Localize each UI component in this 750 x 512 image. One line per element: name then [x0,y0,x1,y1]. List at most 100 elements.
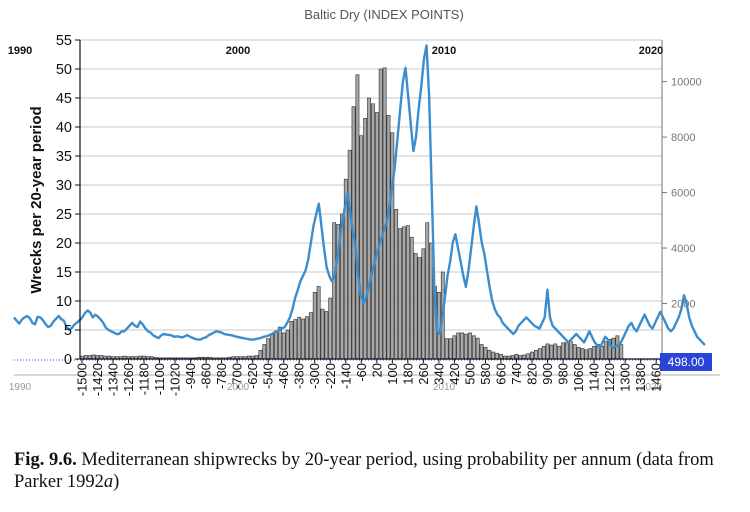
right-tick-label-8000: 8000 [671,132,695,144]
bar-20 [374,112,379,360]
x-tick-label--1260: -1260 [121,363,136,396]
year-top-2020: 2020 [639,45,663,57]
chart: 0 5 10 15 20 25 30 35 40 45 50 55 2000 4000 6000 8000 1… [8,7,720,396]
x-tick-label--540: -540 [261,363,276,389]
left-tick-label-30: 30 [56,178,72,194]
bar-520 [471,335,476,360]
x-tick-label--1420: -1420 [90,363,105,396]
bar--60 [359,135,364,360]
current-price-tag: 498.00 [660,353,712,371]
left-tick-label-50: 50 [56,62,72,78]
left-tick-label-45: 45 [56,91,72,107]
x-tick-label--780: -780 [214,363,229,389]
bar-560 [479,344,484,360]
x-tick-label-980: 980 [556,363,571,385]
x-tick-label--460: -460 [276,363,291,389]
x-tick-label-1140: 1140 [587,363,602,391]
bar-40 [378,68,383,360]
caption-text: Mediterranean shipwrecks by 20-year peri… [14,450,714,492]
bar-780 [522,354,527,360]
bar-1100 [584,349,589,360]
bar--300 [312,291,317,360]
x-axis-ticks: -1500 -1420 -1340 -1260 -1180 -1100 -1020 -940-… [74,359,664,396]
year-bottom-2010: 2010 [433,382,456,393]
bar-200 [409,236,414,360]
bar-220 [413,253,418,360]
bar--460 [281,332,286,360]
bar-980 [561,342,565,360]
bar--580 [258,349,263,360]
bar-900 [545,343,550,360]
bar--340 [305,316,309,360]
bar-540 [475,337,480,360]
bar-500 [468,332,472,360]
x-tick-label--1100: -1100 [152,363,167,395]
caption-source-letter: a [103,472,114,492]
left-tick-label-0: 0 [64,352,72,368]
bar-640 [495,352,499,360]
bar-1080 [580,348,585,360]
x-tick-label--940: -940 [183,363,198,389]
x-tick-label-1460: 1460 [649,363,664,392]
x-tick-label--1180: -1180 [137,363,152,395]
year-bottom-1990: 1990 [9,382,32,393]
bar--520 [270,334,274,360]
bar--380 [297,316,302,360]
right-tick-label-2000: 2000 [671,299,695,311]
bar--320 [308,312,313,360]
bar-820 [530,351,534,360]
bar-620 [491,351,496,360]
bar-660 [499,354,503,360]
bar--500 [274,330,278,360]
left-axis-ticks: 0 5 10 15 20 25 30 35 40 45 50 55 [56,33,80,368]
bar-240 [417,257,422,360]
bar--220 [328,297,333,360]
bar-1280 [619,344,624,360]
x-tick-label--1340: -1340 [106,363,121,396]
bar-440 [456,332,461,360]
caption-closing: ) [113,472,120,492]
x-tick-label--1020: -1020 [168,363,183,396]
bar-1020 [568,341,573,360]
bars [80,67,624,360]
x-tick-label-260: 260 [416,363,431,385]
bar-940 [553,343,558,360]
right-axis-ticks: 2000 4000 6000 8000 10000 [662,77,702,311]
left-tick-label-5: 5 [64,323,72,339]
bar-1060 [576,347,581,360]
x-tick-label-660: 660 [494,363,509,385]
left-tick-label-10: 10 [56,294,72,310]
x-tick-label-1300: 1300 [618,363,633,392]
bar-1120 [588,348,593,360]
chart-title: Baltic Dry (INDEX POINTS) [304,7,464,22]
bar-800 [526,353,531,360]
bar-480 [464,333,468,360]
bar--120 [347,149,352,360]
gridlines [80,39,662,331]
bar--40 [363,118,368,360]
bar-420 [452,335,457,360]
x-tick-label-340: 340 [431,363,446,385]
figure-label: Fig. 9.6. [14,450,77,470]
bar-260 [421,248,426,360]
left-tick-label-40: 40 [56,120,72,136]
x-tick-label-1380: 1380 [633,363,648,392]
bar-740 [514,354,519,360]
bar--400 [293,319,298,360]
y-axis-label: Wrecks per 20-year period [28,106,45,293]
bar-80 [386,115,391,360]
bar-960 [557,345,562,360]
bar-840 [534,349,538,360]
bar--280 [316,286,321,360]
bar--260 [320,308,325,360]
bar-60 [382,67,387,360]
right-tick-label-4000: 4000 [671,243,695,255]
baltic-dry-series-line [13,44,706,350]
x-tick-label--140: -140 [338,363,353,389]
bar-120 [394,209,399,360]
x-tick-label-20: 20 [369,363,384,377]
year-top-1990: 1990 [8,45,32,57]
x-tick-label-100: 100 [385,363,400,385]
x-tick-label-900: 900 [540,363,555,385]
